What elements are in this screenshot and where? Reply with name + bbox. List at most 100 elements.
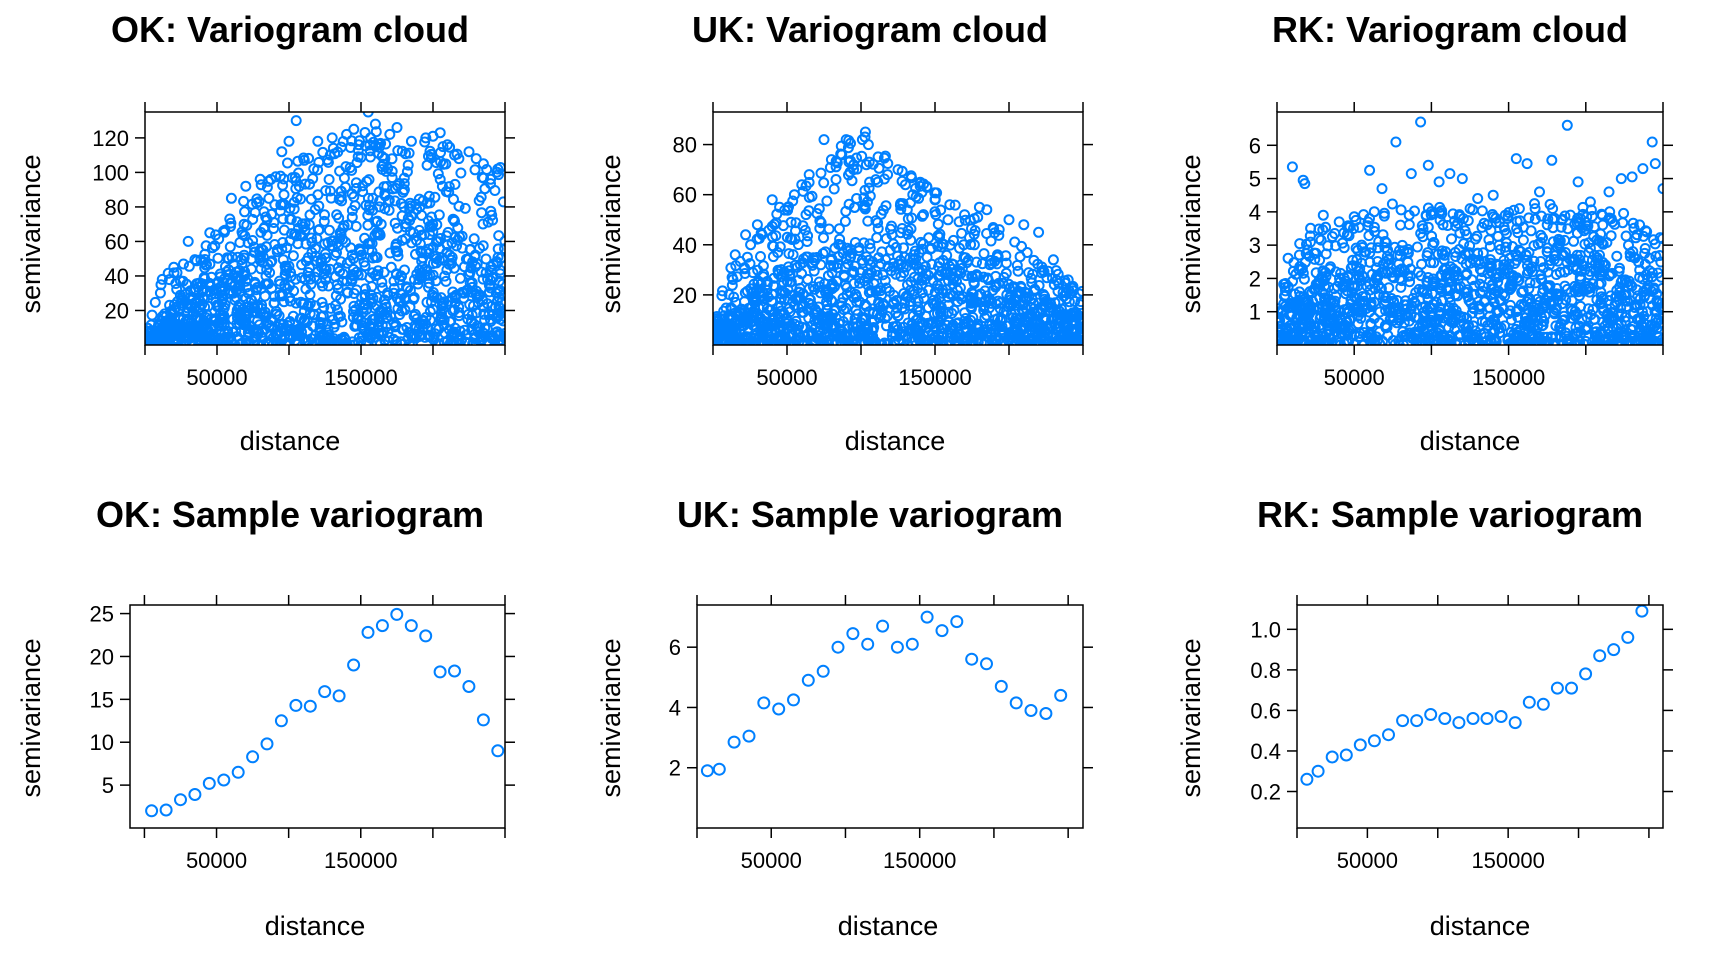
cloud-point <box>328 321 340 333</box>
cloud-point <box>1455 281 1466 293</box>
cloud-point <box>895 328 907 340</box>
cloud-point <box>329 249 341 261</box>
data-point <box>1410 714 1424 728</box>
cloud-point <box>905 234 917 246</box>
cloud-point <box>441 246 453 258</box>
cloud-point <box>195 254 207 266</box>
cloud-point <box>972 320 984 332</box>
cloud-point <box>821 195 833 207</box>
cloud-point <box>1403 219 1415 231</box>
panel-title: UK: Variogram cloud <box>692 9 1048 50</box>
cloud-point <box>461 285 473 296</box>
data-point <box>859 126 871 138</box>
cloud-point <box>965 239 977 250</box>
cloud-point <box>922 269 934 281</box>
data-point <box>766 194 778 206</box>
cloud-point <box>1528 240 1540 252</box>
cloud-point <box>215 328 227 340</box>
cloud-point <box>1568 235 1580 247</box>
cloud-point <box>1075 296 1083 308</box>
cloud-point <box>996 326 1008 338</box>
data-point <box>1390 136 1402 148</box>
cloud-point <box>357 186 369 198</box>
data-point <box>1433 176 1445 188</box>
cloud-point <box>821 336 833 345</box>
cloud-point <box>432 168 444 180</box>
data-points <box>145 112 505 345</box>
cloud-point <box>1523 325 1535 337</box>
cloud-point <box>248 241 260 253</box>
cloud-point <box>1334 272 1345 284</box>
cloud-point <box>356 291 368 303</box>
cloud-point <box>145 319 157 331</box>
cloud-point <box>255 263 267 275</box>
cloud-point <box>1604 206 1616 218</box>
cloud-point <box>403 147 415 159</box>
x-axis-label: distance <box>838 911 939 941</box>
data-point <box>727 735 741 749</box>
x-axis-label: distance <box>845 426 946 456</box>
cloud-point <box>255 226 267 238</box>
data-point <box>1579 667 1593 681</box>
data-point <box>1607 643 1621 657</box>
cloud-point <box>162 324 174 336</box>
cloud-point <box>935 305 947 317</box>
cloud-point <box>1614 281 1626 293</box>
cloud-point <box>374 201 385 213</box>
cloud-point <box>1318 312 1330 323</box>
data-point <box>787 693 800 707</box>
cloud-point <box>295 228 306 240</box>
cloud-point <box>966 223 977 235</box>
cloud-point <box>806 320 818 332</box>
cloud-point <box>981 228 993 239</box>
cloud-point <box>1522 260 1533 272</box>
data-point <box>981 204 993 216</box>
cloud-point <box>1063 331 1075 343</box>
cloud-point <box>838 304 850 316</box>
data-point <box>375 619 389 633</box>
cloud-point <box>384 247 396 259</box>
data-point <box>1584 196 1596 208</box>
cloud-point <box>279 260 291 272</box>
cloud-point <box>1650 337 1662 345</box>
cloud-point <box>1329 322 1341 334</box>
data-point <box>420 132 432 144</box>
cloud-point <box>1463 319 1474 331</box>
cloud-point <box>493 230 505 242</box>
cloud-point <box>742 323 754 335</box>
cloud-point <box>949 199 961 211</box>
data-point <box>1546 154 1558 166</box>
data-point <box>1494 710 1508 723</box>
data-point <box>1047 254 1059 266</box>
data-point <box>348 123 360 135</box>
cloud-point <box>1297 309 1309 321</box>
cloud-point <box>1319 307 1331 319</box>
cloud-point <box>896 223 908 234</box>
cloud-point <box>1386 198 1398 210</box>
cloud-point <box>281 283 293 295</box>
cloud-point <box>815 167 827 179</box>
cloud-point <box>838 271 850 283</box>
cloud-point <box>1529 198 1540 210</box>
cloud-point <box>1014 251 1026 263</box>
data-point <box>846 627 860 641</box>
cloud-point <box>1443 302 1455 314</box>
data-point <box>1054 688 1068 702</box>
cloud-point <box>864 176 876 188</box>
data-point <box>332 689 346 703</box>
cloud-point <box>274 289 286 301</box>
cloud-point <box>304 209 316 221</box>
x-tick-label: 150000 <box>324 848 397 873</box>
cloud-point <box>367 267 379 279</box>
cloud-point <box>861 322 873 334</box>
data-point <box>188 788 202 801</box>
cloud-point <box>1428 257 1440 269</box>
cloud-point <box>1574 270 1586 282</box>
cloud-point <box>966 270 978 282</box>
cloud-point <box>1541 219 1553 231</box>
cloud-point <box>1334 277 1346 288</box>
cloud-point <box>1364 247 1376 259</box>
cloud-point <box>932 218 944 230</box>
cloud-point <box>1379 242 1391 253</box>
cloud-point <box>1448 269 1460 281</box>
